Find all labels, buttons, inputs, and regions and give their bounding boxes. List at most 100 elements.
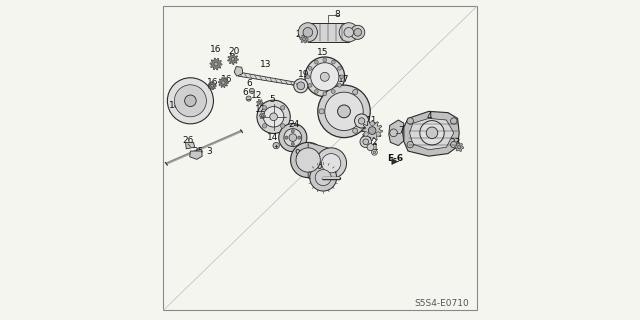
Circle shape [249, 88, 254, 93]
Circle shape [353, 89, 358, 94]
Circle shape [221, 81, 225, 84]
Circle shape [257, 100, 291, 133]
Text: 22: 22 [361, 131, 372, 140]
Circle shape [303, 28, 313, 37]
Circle shape [303, 38, 305, 41]
Circle shape [351, 25, 365, 39]
Text: 17: 17 [339, 76, 349, 84]
Text: 7: 7 [398, 126, 403, 135]
Circle shape [323, 92, 327, 96]
Circle shape [289, 134, 296, 141]
Circle shape [319, 109, 324, 114]
Circle shape [246, 96, 252, 101]
Circle shape [294, 79, 308, 93]
Text: 25: 25 [192, 148, 204, 156]
Polygon shape [228, 54, 239, 65]
Text: 2: 2 [371, 138, 376, 147]
Polygon shape [410, 118, 454, 150]
Circle shape [291, 130, 294, 133]
Polygon shape [362, 120, 383, 141]
Text: 12: 12 [255, 105, 266, 114]
Circle shape [311, 63, 339, 91]
Text: S5S4-E0710: S5S4-E0710 [414, 300, 468, 308]
Polygon shape [259, 113, 266, 119]
Circle shape [291, 142, 294, 146]
Circle shape [332, 90, 335, 93]
Circle shape [340, 75, 344, 79]
Polygon shape [308, 23, 349, 42]
Circle shape [231, 58, 235, 61]
Polygon shape [210, 58, 222, 70]
Circle shape [322, 154, 341, 173]
Polygon shape [208, 82, 216, 90]
Circle shape [337, 83, 341, 87]
Text: 8: 8 [335, 10, 340, 19]
Circle shape [367, 144, 374, 151]
Circle shape [323, 58, 327, 62]
Circle shape [363, 139, 369, 145]
Text: 21: 21 [295, 30, 307, 39]
Polygon shape [186, 142, 195, 149]
Circle shape [373, 151, 376, 154]
Circle shape [306, 75, 310, 79]
Circle shape [371, 149, 378, 155]
Circle shape [273, 142, 279, 149]
Text: 16: 16 [221, 75, 232, 84]
Circle shape [420, 121, 444, 145]
Circle shape [332, 60, 335, 64]
Text: 5: 5 [269, 95, 275, 104]
Text: 20: 20 [228, 47, 239, 56]
Circle shape [308, 83, 312, 87]
Circle shape [360, 136, 371, 148]
Text: 13: 13 [260, 60, 271, 69]
Circle shape [214, 62, 218, 66]
Circle shape [298, 23, 317, 42]
Circle shape [407, 141, 413, 148]
Polygon shape [257, 99, 263, 106]
Circle shape [339, 23, 358, 42]
Circle shape [315, 170, 332, 186]
Text: 16: 16 [207, 78, 219, 87]
Polygon shape [455, 143, 463, 152]
Circle shape [296, 148, 321, 172]
Circle shape [261, 115, 264, 117]
Circle shape [298, 136, 301, 139]
Text: 9: 9 [295, 149, 300, 158]
Circle shape [358, 118, 365, 124]
Polygon shape [189, 151, 202, 159]
Circle shape [168, 78, 214, 124]
Text: 23: 23 [449, 138, 461, 147]
Text: 1: 1 [373, 143, 379, 152]
Circle shape [284, 129, 302, 147]
Circle shape [407, 118, 413, 124]
Text: 11: 11 [366, 116, 378, 125]
Circle shape [310, 164, 337, 191]
Circle shape [325, 92, 364, 131]
Circle shape [369, 127, 376, 134]
Circle shape [338, 105, 351, 118]
Polygon shape [308, 142, 332, 178]
Circle shape [344, 28, 353, 37]
Text: E-6: E-6 [387, 154, 403, 163]
Circle shape [279, 124, 307, 152]
Text: 4: 4 [427, 112, 432, 121]
Circle shape [308, 67, 312, 70]
Circle shape [458, 146, 461, 149]
Circle shape [337, 67, 341, 70]
Circle shape [259, 101, 261, 104]
Polygon shape [234, 67, 243, 76]
Circle shape [316, 148, 347, 179]
Text: 16: 16 [211, 45, 221, 54]
Text: 10: 10 [312, 162, 323, 171]
Text: 12: 12 [251, 91, 262, 100]
Circle shape [451, 118, 457, 124]
Text: 24: 24 [288, 120, 300, 129]
Circle shape [370, 121, 374, 126]
Circle shape [376, 132, 381, 136]
Polygon shape [388, 120, 404, 146]
Circle shape [364, 132, 368, 136]
Circle shape [174, 85, 206, 117]
Circle shape [353, 128, 358, 133]
Circle shape [185, 95, 196, 107]
Circle shape [369, 127, 376, 134]
